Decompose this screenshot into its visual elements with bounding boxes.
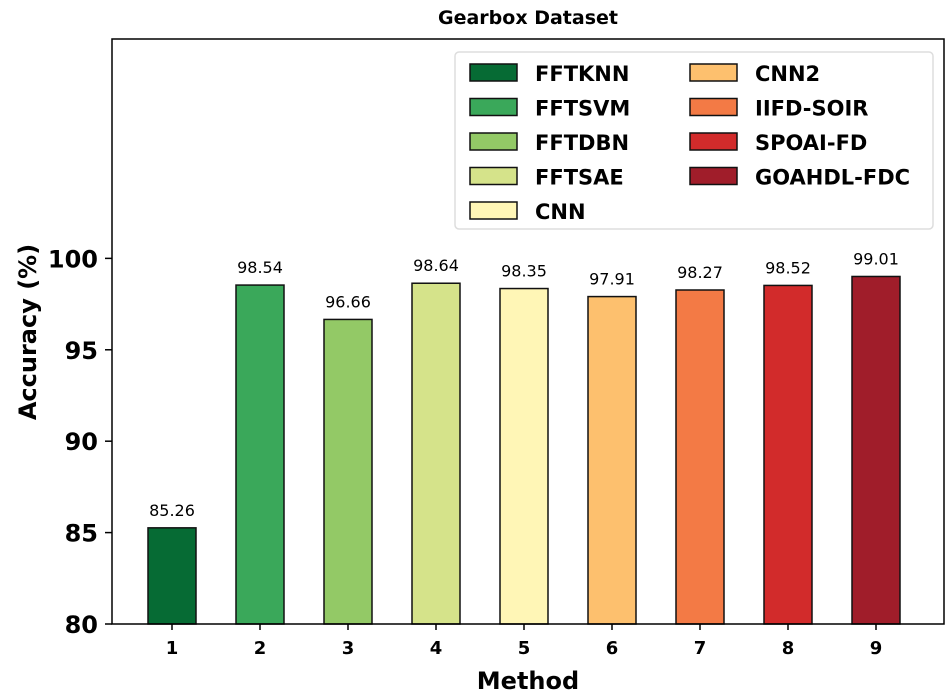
legend-label: CNN2 <box>755 62 820 86</box>
legend-swatch <box>469 97 518 117</box>
data-label: 85.26 <box>149 501 195 520</box>
bar-1 <box>147 527 197 625</box>
data-label: 98.54 <box>237 258 283 277</box>
x-axis-label: Method <box>477 667 579 695</box>
legend-label: FFTSVM <box>535 97 630 121</box>
plot-frame <box>111 38 945 625</box>
x-tick-label: 3 <box>342 638 355 659</box>
y-tick-label: 90 <box>65 428 98 456</box>
y-tick-label: 95 <box>65 337 98 365</box>
x-tick-label: 1 <box>166 638 179 659</box>
x-tick-label: 4 <box>430 638 443 659</box>
x-tick-label: 7 <box>694 638 707 659</box>
legend-swatch <box>469 166 518 186</box>
bar-8 <box>763 284 813 625</box>
x-tick-label: 9 <box>870 638 883 659</box>
data-label: 98.27 <box>677 263 723 282</box>
legend: FFTKNN FFTSVM FFTDBN FFTSAE CNN CNN2 IIFD-SOIR… <box>454 51 934 230</box>
legend-label: FFTDBN <box>535 131 629 155</box>
bar-7 <box>675 289 725 625</box>
y-tick-label: 80 <box>65 611 98 639</box>
chart-title: Gearbox Dataset <box>438 7 618 29</box>
x-tick-label: 6 <box>606 638 619 659</box>
data-label: 99.01 <box>853 249 899 268</box>
legend-label: IIFD-SOIR <box>755 97 868 121</box>
legend-label: SPOAI-FD <box>755 131 867 155</box>
x-tick-label: 8 <box>782 638 795 659</box>
legend-swatch <box>689 63 738 82</box>
x-tick-label: 2 <box>254 638 267 659</box>
bar-2 <box>235 284 285 625</box>
legend-swatch <box>469 201 518 220</box>
legend-label: CNN <box>535 200 586 224</box>
bar-9 <box>851 275 901 625</box>
legend-swatch <box>689 166 738 186</box>
data-label: 98.35 <box>501 262 547 281</box>
legend-swatch <box>469 63 518 82</box>
data-label: 98.52 <box>765 258 811 277</box>
bar-3 <box>323 318 373 625</box>
data-label: 97.91 <box>589 270 635 289</box>
legend-swatch <box>469 132 518 151</box>
y-tick-label: 85 <box>65 520 98 548</box>
legend-swatch <box>689 132 738 151</box>
bar-4 <box>411 282 461 625</box>
data-label: 96.66 <box>325 292 371 311</box>
bar-6 <box>587 295 637 625</box>
x-tick-label: 5 <box>518 638 531 659</box>
legend-label: FFTKNN <box>535 62 629 86</box>
legend-swatch <box>689 97 738 117</box>
data-label: 98.64 <box>413 256 459 275</box>
y-axis-label: Accuracy (%) <box>14 244 42 420</box>
y-tick-label: 100 <box>48 245 98 273</box>
bar-5 <box>499 287 549 625</box>
legend-label: FFTSAE <box>535 166 624 190</box>
legend-label: GOAHDL-FDC <box>755 166 910 190</box>
